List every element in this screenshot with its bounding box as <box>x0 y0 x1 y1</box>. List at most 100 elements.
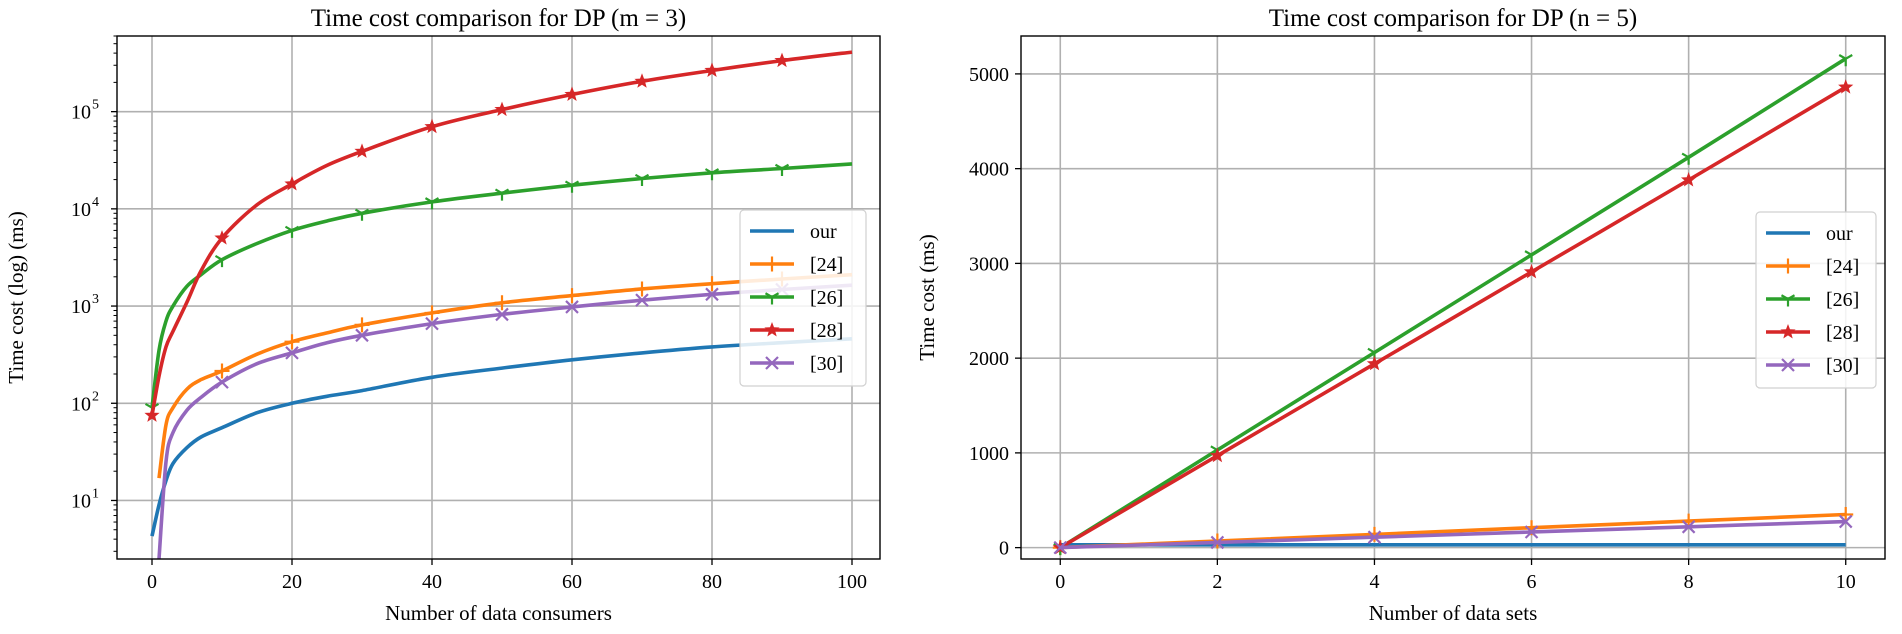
marker-24 <box>1838 506 1854 522</box>
line-our <box>150 337 853 537</box>
marker-26 <box>354 208 370 221</box>
marker-28 <box>1366 355 1383 371</box>
marker-24 <box>354 317 370 333</box>
line-30 <box>1060 519 1846 550</box>
marker-24 <box>424 305 440 321</box>
marker-30 <box>705 287 719 302</box>
line-30 <box>157 283 853 559</box>
marker-24 <box>1366 526 1382 542</box>
marker-26 <box>1681 152 1696 165</box>
legend-box <box>739 209 867 387</box>
y-tick-label: 10 <box>71 102 91 124</box>
marker-26 <box>1838 54 1853 67</box>
marker-26 <box>494 188 510 201</box>
marker-24 <box>284 334 300 350</box>
x-tick-label: 10 <box>1836 571 1856 593</box>
marker-24 <box>564 288 580 304</box>
legend-item-our: our <box>750 221 837 243</box>
y-tick-exponent: 3 <box>92 292 99 307</box>
legend-label: [26] <box>810 287 843 309</box>
legend-marker <box>764 256 780 272</box>
series-28 <box>1052 79 1854 555</box>
marker-28 <box>494 101 510 117</box>
y-tick-label: 3000 <box>969 253 1009 275</box>
legend-item-30: [30] <box>1766 355 1859 377</box>
legend-label: [30] <box>810 353 843 375</box>
marker-28 <box>1681 172 1697 187</box>
marker-24 <box>214 363 230 379</box>
x-tick-label: 60 <box>562 571 582 593</box>
y-tick-label: 4000 <box>969 159 1009 181</box>
series-26 <box>144 162 853 416</box>
marker-30 <box>1053 540 1068 555</box>
marker-26 <box>284 225 300 238</box>
marker-28 <box>284 176 300 191</box>
y-tick-label: 0 <box>999 538 1009 560</box>
marker-28 <box>214 230 230 245</box>
marker-28 <box>1838 79 1854 94</box>
x-tick-label: 40 <box>422 571 442 593</box>
marker-26 <box>704 168 720 181</box>
x-axis-label: Number of data sets <box>1369 601 1538 625</box>
legend-label: [28] <box>810 320 843 342</box>
legend-label: our <box>1826 223 1853 245</box>
x-tick-label: 2 <box>1212 571 1222 593</box>
legend-box <box>1755 211 1877 389</box>
y-tick-label: 5000 <box>969 64 1009 86</box>
marker-30 <box>565 300 579 314</box>
y-tick-label: 2000 <box>969 348 1009 370</box>
y-tick-label: 10 <box>71 199 91 221</box>
series-lines <box>1052 54 1854 556</box>
marker-30 <box>1210 535 1225 550</box>
marker-28 <box>634 73 650 88</box>
marker-28 <box>774 52 790 68</box>
legend-item-24: [24] <box>1766 256 1859 278</box>
chart-title: Time cost comparison for DP (m = 3) <box>311 5 686 32</box>
legend-item-28: [28] <box>750 320 843 342</box>
marker-28 <box>704 62 720 77</box>
legend-item-26: [26] <box>750 287 843 309</box>
legend-label: [28] <box>1826 322 1859 344</box>
marker-30 <box>495 307 509 322</box>
legend-label: [24] <box>1826 256 1859 278</box>
marker-26 <box>1524 250 1539 263</box>
x-tick-label: 20 <box>282 571 302 593</box>
y-tick-exponent: 1 <box>92 486 99 501</box>
y-tick-label: 10 <box>71 490 91 512</box>
marker-30 <box>215 375 229 389</box>
legend-marker <box>1780 324 1796 339</box>
x-tick-label: 100 <box>837 571 867 593</box>
plot-frame <box>116 35 881 560</box>
marker-30 <box>1681 520 1696 534</box>
marker-28 <box>354 143 370 158</box>
x-tick-labels: 0 2 4 6 8 10 <box>1055 571 1855 593</box>
legend-item-24: [24] <box>750 254 843 276</box>
legend-marker <box>1780 258 1796 274</box>
y-tick-base: 10 <box>71 102 91 124</box>
legend-marker <box>764 322 780 337</box>
marker-26 <box>774 163 790 177</box>
y-tick-labels: 0 1000 2000 3000 4000 5000 <box>969 64 1009 560</box>
y-tick-label: 1000 <box>969 443 1009 465</box>
series-our <box>150 337 853 537</box>
legend-item-our: our <box>1766 223 1853 245</box>
legend-marker <box>764 292 780 305</box>
legend: our [24] [26] [28] [30] <box>1755 211 1877 389</box>
marker-28 <box>564 86 580 101</box>
y-tick-label: 10 <box>71 296 91 318</box>
legend-item-26: [26] <box>1766 289 1859 311</box>
series-24 <box>157 271 853 479</box>
y-tick-exponent: 5 <box>92 98 99 113</box>
x-tick-label: 80 <box>702 571 722 593</box>
marker-24 <box>494 295 510 311</box>
marker-24 <box>704 276 720 292</box>
legend-label: [26] <box>1826 289 1859 311</box>
y-axis-label: Time cost (ms) <box>915 234 939 360</box>
marker-28 <box>1523 263 1540 279</box>
y-axis-label: Time cost (log) (ms) <box>4 211 28 383</box>
line-28 <box>1059 85 1847 550</box>
x-axis-label: Number of data consumers <box>385 601 612 625</box>
y-tick-exponent: 2 <box>92 389 99 404</box>
x-tick-labels: 0 20 40 60 80 100 <box>147 571 867 593</box>
